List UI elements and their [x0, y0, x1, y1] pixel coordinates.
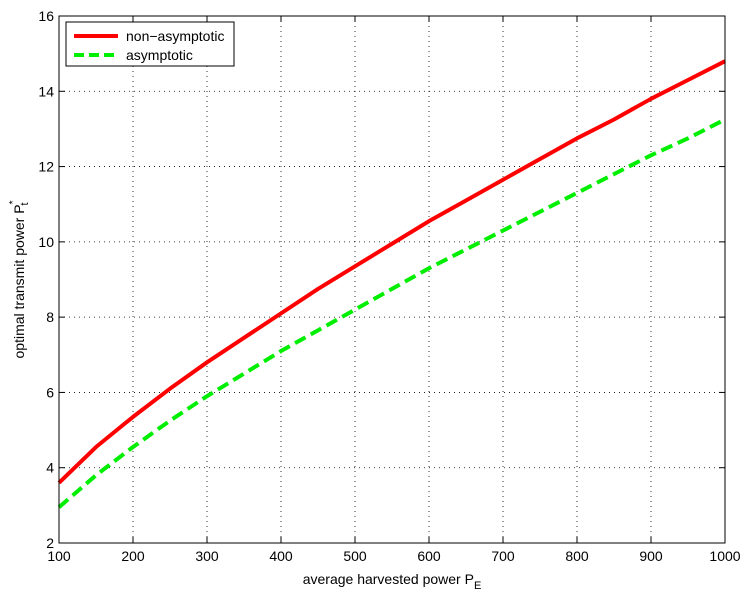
y-tick-label: 12 — [38, 159, 54, 175]
y-tick-label: 4 — [46, 460, 54, 476]
legend-box — [65, 21, 235, 67]
y-tick-label: 14 — [38, 83, 54, 99]
y-axis-label: optimal transmit power P*t — [8, 200, 31, 358]
x-tick-label: 800 — [565, 548, 589, 564]
legend: non−asymptotic asymptotic — [65, 21, 235, 67]
x-tick-label: 900 — [639, 548, 663, 564]
y-tick-label: 6 — [46, 384, 54, 400]
y-tick-label: 16 — [38, 8, 54, 24]
y-tick-label: 8 — [46, 309, 54, 325]
tick-labels: 100 200 300 400 500 600 700 800 900 1000 2 4 6 8 10 12 1… — [38, 8, 740, 564]
legend-entry-non-asymptotic: non−asymptotic — [126, 28, 224, 44]
x-tick-label: 200 — [121, 548, 145, 564]
legend-entry-asymptotic: asymptotic — [126, 47, 193, 63]
x-axis-label: average harvested power PE — [303, 571, 482, 592]
x-tick-label: 300 — [195, 548, 219, 564]
axis-ticks — [58, 15, 726, 544]
x-tick-label: 700 — [491, 548, 515, 564]
series-layer — [57, 59, 726, 509]
x-tick-label: 600 — [417, 548, 441, 564]
x-tick-label: 500 — [343, 548, 367, 564]
series-line-asymptotic — [57, 117, 726, 509]
x-tick-label: 1000 — [709, 548, 740, 564]
y-tick-label: 2 — [46, 535, 54, 551]
series-line-non-asymptotic — [57, 59, 726, 485]
plot-frame — [58, 15, 726, 544]
y-tick-label: 10 — [38, 234, 54, 250]
grid — [59, 16, 725, 543]
x-tick-label: 100 — [47, 548, 71, 564]
x-tick-label: 400 — [269, 548, 293, 564]
